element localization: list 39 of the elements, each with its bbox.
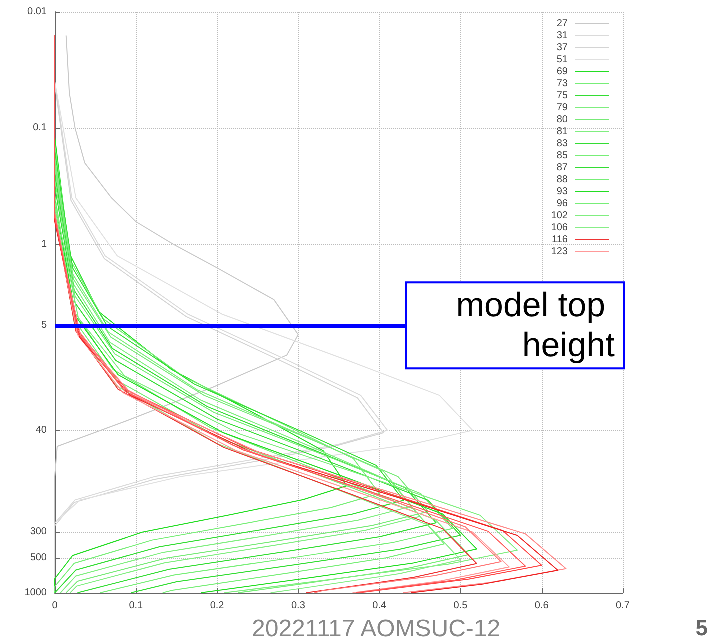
legend-label: 31 (556, 30, 568, 42)
x-tick-label: 0 (52, 600, 58, 612)
x-tick-label: 0.7 (616, 600, 630, 612)
legend-label: 85 (556, 150, 568, 162)
legend-label: 96 (556, 198, 568, 210)
legend-label: 81 (556, 126, 568, 138)
legend-label: 87 (556, 162, 568, 174)
legend-label: 75 (556, 90, 568, 102)
legend-label: 116 (552, 234, 568, 246)
legend-label: 106 (551, 222, 568, 234)
x-tick-label: 0.2 (210, 600, 225, 612)
legend-label: 80 (556, 114, 568, 126)
ref-line-label: model top height (456, 286, 616, 365)
legend-label: 73 (556, 78, 568, 90)
y-tick-label: 5 (41, 320, 48, 332)
y-tick-label: 1000 (24, 588, 48, 598)
y-tick-label: 40 (36, 425, 48, 436)
legend-label: 37 (556, 42, 568, 54)
y-tick-label: 300 (30, 526, 48, 538)
text: 20221117 AOMSUC-12 (252, 616, 501, 642)
y-tick-label: 1 (41, 238, 48, 250)
legend-label: 123 (551, 246, 568, 258)
x-tick-label: 0.3 (291, 600, 306, 612)
y-tick-label: 0.1 (33, 122, 48, 134)
legend-label: 88 (556, 174, 568, 186)
x-tick-label: 0.5 (454, 600, 468, 612)
x-tick-label: 0.4 (372, 600, 387, 612)
legend-label: 93 (556, 186, 568, 198)
x-tick-label: 0.1 (129, 600, 144, 612)
legend-label: 27 (556, 18, 568, 30)
y-tick-label: 0.01 (28, 6, 48, 18)
legend-label: 69 (556, 66, 568, 78)
legend-label: 102 (551, 210, 568, 222)
legend-label: 51 (556, 54, 568, 66)
text: 5 (696, 616, 708, 640)
legend-label: 83 (556, 138, 568, 150)
y-tick-label: 500 (30, 552, 48, 564)
x-tick-label: 0.6 (534, 600, 550, 612)
legend-label: 79 (556, 102, 568, 114)
